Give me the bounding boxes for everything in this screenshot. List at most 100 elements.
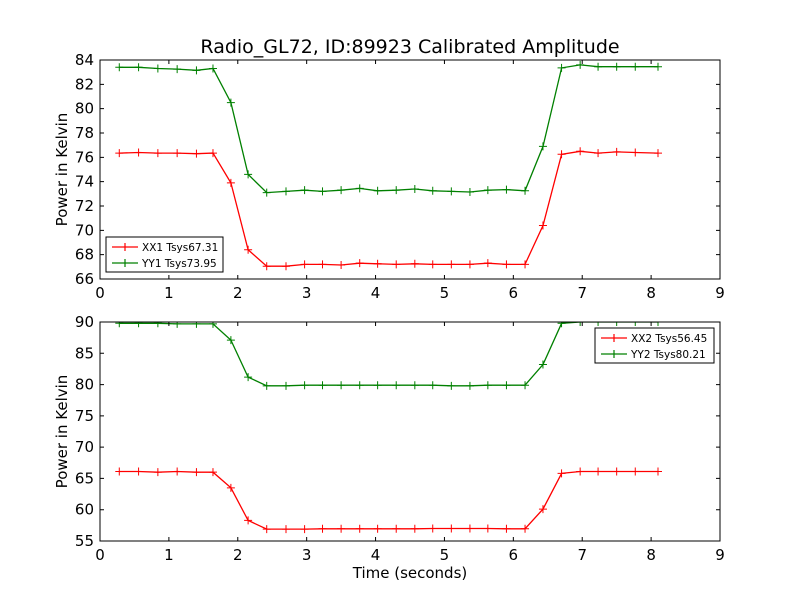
legend-label: XX1 Tsys67.31 bbox=[142, 242, 218, 254]
series-line bbox=[119, 64, 658, 194]
y-tick-label: 68 bbox=[75, 246, 94, 264]
y-tick-label: 60 bbox=[75, 501, 94, 519]
data-point bbox=[576, 60, 585, 69]
legend-box bbox=[594, 327, 715, 364]
data-point bbox=[373, 524, 382, 533]
series-line bbox=[119, 322, 658, 387]
data-point bbox=[410, 259, 419, 268]
series-2 bbox=[115, 60, 662, 197]
data-point bbox=[300, 525, 309, 534]
data-point bbox=[428, 260, 437, 269]
data-point bbox=[373, 186, 382, 195]
y-tick-label: 82 bbox=[75, 75, 94, 93]
data-point bbox=[337, 524, 346, 533]
data-point bbox=[173, 149, 182, 158]
data-point bbox=[521, 524, 530, 533]
data-point bbox=[538, 221, 547, 230]
legend-label: XX2 Tsys56.45 bbox=[631, 333, 707, 345]
data-point bbox=[521, 381, 530, 390]
x-tick-label: 4 bbox=[371, 546, 381, 564]
chart-panel-2: 0 1 2 3 4 5 6 7 8 9 55 60 65 70 75 80 85 90 Power in Kelvi… bbox=[53, 313, 725, 582]
data-point bbox=[337, 186, 346, 195]
y-tick-label: 90 bbox=[75, 313, 94, 331]
data-point bbox=[244, 245, 253, 254]
data-point bbox=[355, 259, 364, 268]
y-tick-label: 80 bbox=[75, 100, 94, 118]
data-point bbox=[192, 149, 201, 158]
data-point bbox=[538, 360, 547, 369]
data-point bbox=[337, 261, 346, 270]
legend-label: YY1 Tsys73.95 bbox=[141, 258, 217, 270]
data-point bbox=[355, 184, 364, 193]
data-point bbox=[557, 469, 566, 478]
chart-title: Radio_GL72, ID:89923 Calibrated Amplitud… bbox=[200, 36, 619, 58]
data-point bbox=[594, 149, 603, 158]
data-point bbox=[654, 467, 662, 476]
x-tick-label: 9 bbox=[715, 546, 725, 564]
legend-swatch bbox=[112, 243, 138, 251]
data-point bbox=[134, 148, 143, 157]
data-point bbox=[502, 381, 511, 390]
data-point bbox=[612, 467, 621, 476]
plot-frame bbox=[99, 321, 721, 542]
legend: XX1 Tsys67.31 YY1 Tsys73.95 bbox=[105, 236, 224, 273]
x-tick-label: 6 bbox=[509, 546, 519, 564]
y-tick-label: 66 bbox=[75, 270, 94, 288]
legend-label: YY2 Tsys80.21 bbox=[630, 349, 706, 361]
data-point bbox=[557, 150, 566, 159]
data-point bbox=[318, 381, 327, 390]
x-tick-label: 1 bbox=[164, 284, 174, 302]
data-point bbox=[226, 178, 235, 187]
data-point bbox=[428, 524, 437, 533]
x-tick-label: 2 bbox=[233, 284, 243, 302]
data-point bbox=[173, 467, 182, 476]
data-point bbox=[262, 525, 271, 534]
data-point bbox=[410, 381, 419, 390]
y-tick-label: 80 bbox=[75, 376, 94, 394]
data-point bbox=[428, 186, 437, 195]
data-point bbox=[521, 186, 530, 195]
data-point bbox=[538, 505, 547, 514]
data-point bbox=[134, 467, 143, 476]
x-tick-label: 7 bbox=[577, 284, 587, 302]
x-tick-label: 5 bbox=[440, 546, 450, 564]
data-point bbox=[483, 186, 492, 195]
data-point bbox=[465, 188, 474, 197]
data-point bbox=[483, 524, 492, 533]
data-point bbox=[153, 468, 162, 477]
data-point bbox=[392, 381, 401, 390]
data-point bbox=[576, 322, 585, 326]
data-point bbox=[115, 322, 124, 328]
x-tick-label: 2 bbox=[233, 546, 243, 564]
data-point bbox=[447, 524, 456, 533]
x-tick-label: 8 bbox=[646, 284, 656, 302]
data-point bbox=[262, 262, 271, 271]
data-point bbox=[173, 322, 182, 328]
data-point bbox=[244, 516, 253, 525]
data-point bbox=[612, 322, 621, 326]
data-point bbox=[192, 468, 201, 477]
data-point bbox=[631, 467, 640, 476]
data-point bbox=[134, 63, 143, 72]
data-point bbox=[557, 322, 566, 328]
data-point bbox=[337, 381, 346, 390]
data-point bbox=[576, 147, 585, 156]
y-tick-label: 76 bbox=[75, 148, 94, 166]
data-point bbox=[262, 188, 271, 197]
data-point bbox=[262, 381, 271, 390]
data-point bbox=[447, 187, 456, 196]
data-point bbox=[502, 524, 511, 533]
x-tick-label: 6 bbox=[509, 284, 519, 302]
data-point bbox=[594, 62, 603, 71]
y-tick-label: 85 bbox=[75, 344, 94, 362]
data-point bbox=[300, 186, 309, 195]
x-tick-label: 7 bbox=[577, 546, 587, 564]
data-point bbox=[631, 148, 640, 157]
y-tick-label: 75 bbox=[75, 407, 94, 425]
data-point bbox=[208, 468, 217, 477]
data-point bbox=[447, 260, 456, 269]
data-point bbox=[631, 322, 640, 326]
data-point bbox=[410, 184, 419, 193]
legend-swatch bbox=[112, 259, 138, 267]
